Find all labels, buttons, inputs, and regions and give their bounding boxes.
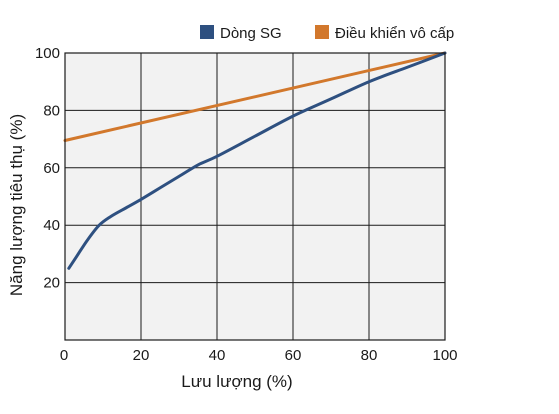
y-tick-label: 20 [43,275,60,292]
legend-swatch-series-1 [200,25,214,39]
x-tick-label: 20 [133,347,150,364]
plot-border [64,52,446,341]
series-line-2 [63,51,447,142]
y-tick-label: 80 [43,102,60,119]
y-tick-label: 40 [43,217,60,234]
legend-swatch-series-2 [315,25,329,39]
y-axis-title: Năng lượng tiêu thụ (%) [7,114,26,296]
x-tick-label: 60 [285,347,302,364]
x-axis-title: Lưu lượng (%) [181,372,292,391]
tick-labels: 0 20 40 60 80 100 20 40 60 80 100 [35,45,458,364]
plot-background [65,53,445,340]
legend-label-series-1: Dòng SG [220,25,282,42]
legend-label-series-2: Điều khiển vô cấp [335,25,454,42]
y-tick-label: 60 [43,160,60,177]
grid [65,53,445,340]
y-tick-label: 100 [35,45,60,62]
series-line-1 [67,51,447,270]
legend: Dòng SG Điều khiển vô cấp [200,25,454,42]
x-tick-label: 80 [361,347,378,364]
x-tick-label: 40 [209,347,226,364]
x-tick-label: 100 [432,347,457,364]
series-layer [63,51,447,270]
x-tick-label: 0 [60,347,68,364]
